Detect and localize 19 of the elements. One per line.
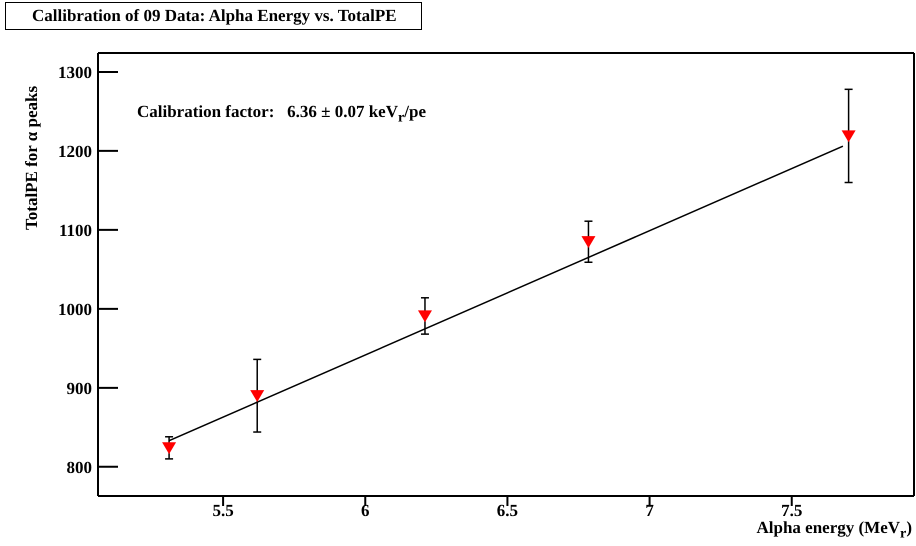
y-tick-label: 900 [66,378,92,398]
x-tick-label: 6 [361,501,370,520]
y-tick-label: 1000 [58,300,92,319]
y-tick-label: 1200 [58,142,92,161]
x-tick-label: 7.5 [781,501,802,520]
point [418,310,432,322]
point [250,390,264,402]
x-tick-label: 5.5 [212,501,234,520]
y-axis-title: TotalPE for α peaks [22,86,42,230]
y-tick-label: 1100 [58,220,92,240]
point [581,236,596,248]
chart-title: Callibration of 09 Data: Alpha Energy vs. TotalPE [5,2,422,30]
x-tick-label: 6.5 [496,501,518,520]
point [162,442,176,454]
y-tick-label: 1300 [58,62,92,82]
annotation: Calibration factor: 6.36 ± 0.07 keV$_{r}$/pe [137,102,426,126]
point [842,130,856,142]
y-tick-label: 800 [66,458,92,477]
x-axis-title: Alpha energy (MeV$_{r}$) [756,518,912,542]
